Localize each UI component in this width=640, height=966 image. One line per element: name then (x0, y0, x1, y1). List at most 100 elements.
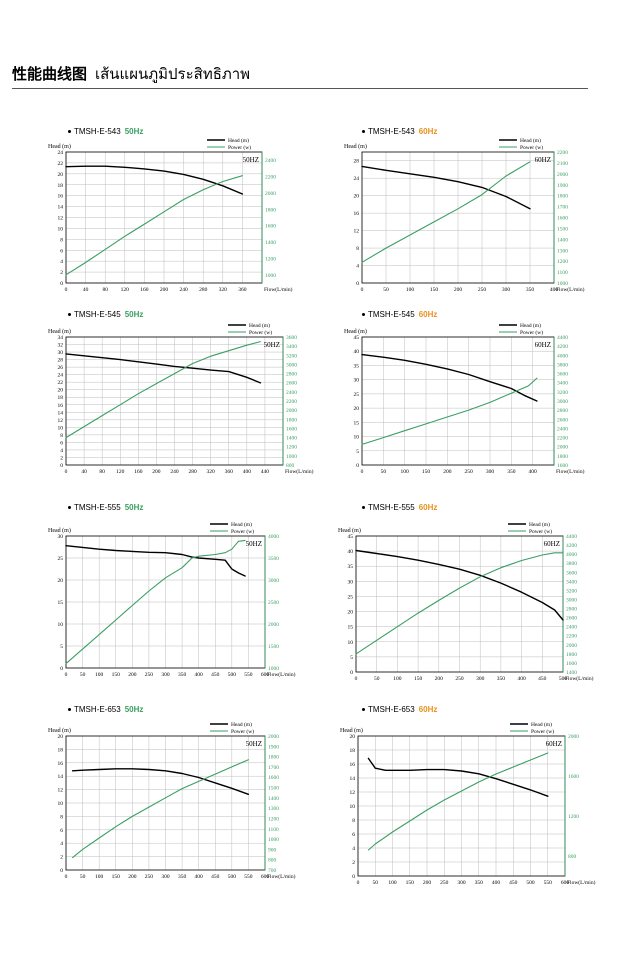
x-tick-label: 0 (65, 287, 68, 293)
chart-caption: TMSH-E-653 50Hz (68, 705, 143, 714)
y2-tick-label: 1400 (566, 670, 577, 676)
x-axis-label: Flow(L/min) (556, 286, 585, 293)
y2-tick-label: 1400 (557, 237, 568, 243)
chart-tmsh-e-555-50hz: 0510152025301000150020002500300035004000… (48, 521, 296, 678)
plot-frame (361, 336, 555, 466)
chart-frequency: 50Hz (124, 127, 144, 136)
x-tick-label: 280 (199, 287, 208, 293)
y2-tick-label: 2800 (286, 372, 297, 378)
x-tick-label: 150 (422, 469, 431, 475)
y-tick-label: 24 (58, 373, 64, 379)
y2-tick-label: 1400 (265, 240, 276, 246)
x-tick-label: 40 (83, 287, 89, 293)
power-curve (361, 161, 531, 263)
page-title: 性能曲线图 เส้นแผนภูมิประสิทธิภาพ (12, 62, 250, 86)
x-tick-label: 500 (228, 874, 237, 880)
y2-tick-label: 2800 (557, 408, 568, 414)
y2-tick-label: 3400 (286, 344, 297, 350)
frequency-label: 60HZ (546, 740, 562, 748)
x-tick-label: 360 (225, 469, 234, 475)
head-curve (355, 549, 564, 621)
head-curve (361, 353, 538, 402)
title-divider (12, 88, 588, 89)
y-tick-label: 30 (354, 378, 360, 384)
x-tick-label: 0 (361, 469, 364, 475)
y2-tick-label: 1200 (268, 816, 279, 822)
y-tick-label: 12 (58, 788, 64, 794)
y-tick-label: 28 (354, 159, 360, 165)
y2-tick-label: 1500 (268, 786, 279, 792)
x-tick-label: 320 (207, 469, 216, 475)
legend-head-label: Head (m) (231, 721, 252, 728)
y-tick-label: 8 (352, 818, 355, 824)
y-tick-label: 10 (350, 804, 356, 810)
y2-tick-label: 1200 (286, 445, 297, 451)
y2-tick-label: 800 (268, 858, 277, 864)
head-curve (367, 757, 549, 797)
y2-tick-label: 4200 (557, 344, 568, 350)
x-axis-label: Flow(L/min) (567, 879, 596, 886)
head-curve (71, 768, 250, 795)
y2-tick-label: 3800 (557, 362, 568, 368)
legend-head-label: Head (m) (520, 137, 541, 144)
x-tick-label: 150 (430, 287, 439, 293)
y2-tick-label: 3000 (557, 399, 568, 405)
x-tick-label: 50 (374, 676, 380, 682)
x-tick-label: 0 (65, 469, 68, 475)
x-tick-label: 200 (160, 287, 169, 293)
y-tick-label: 15 (348, 625, 354, 631)
power-curve (65, 539, 246, 665)
y2-tick-label: 2400 (557, 426, 568, 432)
y-tick-label: 35 (348, 564, 354, 570)
x-tick-label: 400 (529, 469, 538, 475)
x-tick-label: 360 (238, 287, 247, 293)
y-tick-label: 8 (60, 433, 63, 439)
y-tick-label: 24 (58, 150, 64, 156)
legend-power-label: Power (w) (520, 144, 543, 151)
y2-tick-label: 1200 (557, 259, 568, 265)
x-tick-label: 100 (95, 672, 104, 678)
y-tick-label: 45 (354, 335, 360, 341)
y-tick-label: 15 (354, 420, 360, 426)
y2-tick-label: 4400 (557, 335, 568, 341)
x-tick-label: 200 (128, 874, 137, 880)
y2-tick-label: 800 (568, 854, 577, 860)
y-tick-label: 0 (352, 874, 355, 880)
y2-tick-label: 1000 (286, 454, 297, 460)
y-tick-label: 28 (58, 358, 64, 364)
y2-tick-label: 1800 (566, 652, 577, 658)
x-tick-label: 0 (361, 287, 364, 293)
chart-model: TMSH-E-555 (368, 503, 415, 512)
x-tick-label: 100 (95, 874, 104, 880)
chart-model: TMSH-E-545 (74, 310, 121, 319)
y-tick-label: 2 (352, 860, 355, 866)
y2-tick-label: 1700 (557, 205, 568, 211)
y2-tick-label: 2200 (566, 634, 577, 640)
y-tick-label: 0 (60, 666, 63, 672)
x-axis-label: Flow(L/min) (267, 671, 296, 678)
y2-tick-label: 3200 (286, 353, 297, 359)
x-tick-label: 160 (134, 469, 143, 475)
y-tick-label: 26 (58, 365, 64, 371)
y2-tick-label: 1500 (268, 644, 279, 650)
chart-tmsh-e-545-50hz: 0246810121416182022242628303234800100012… (48, 322, 314, 475)
chart-tmsh-e-545-60hz: 0510152025303540451600180020002200240026… (344, 322, 585, 475)
chart-caption: TMSH-E-545 50Hz (68, 310, 143, 319)
y-axis-label: Head (m) (344, 328, 367, 335)
y2-tick-label: 2000 (265, 191, 276, 197)
y-tick-label: 5 (60, 644, 63, 650)
x-tick-label: 450 (211, 874, 220, 880)
y2-tick-label: 1600 (566, 661, 577, 667)
legend-power-label: Power (w) (249, 329, 272, 336)
y-tick-label: 16 (354, 211, 360, 217)
y-axis-label: Head (m) (338, 527, 361, 534)
y-tick-label: 40 (354, 349, 360, 355)
y-tick-label: 22 (58, 161, 64, 167)
y-tick-label: 20 (58, 578, 64, 584)
chart-tmsh-e-543-60hz: 0481216202428100011001200130014001500160… (344, 137, 585, 293)
y-tick-label: 16 (58, 761, 64, 767)
x-tick-label: 200 (443, 469, 452, 475)
x-tick-label: 350 (497, 676, 506, 682)
chart-frequency: 60Hz (418, 127, 438, 136)
y-tick-label: 34 (58, 335, 64, 341)
